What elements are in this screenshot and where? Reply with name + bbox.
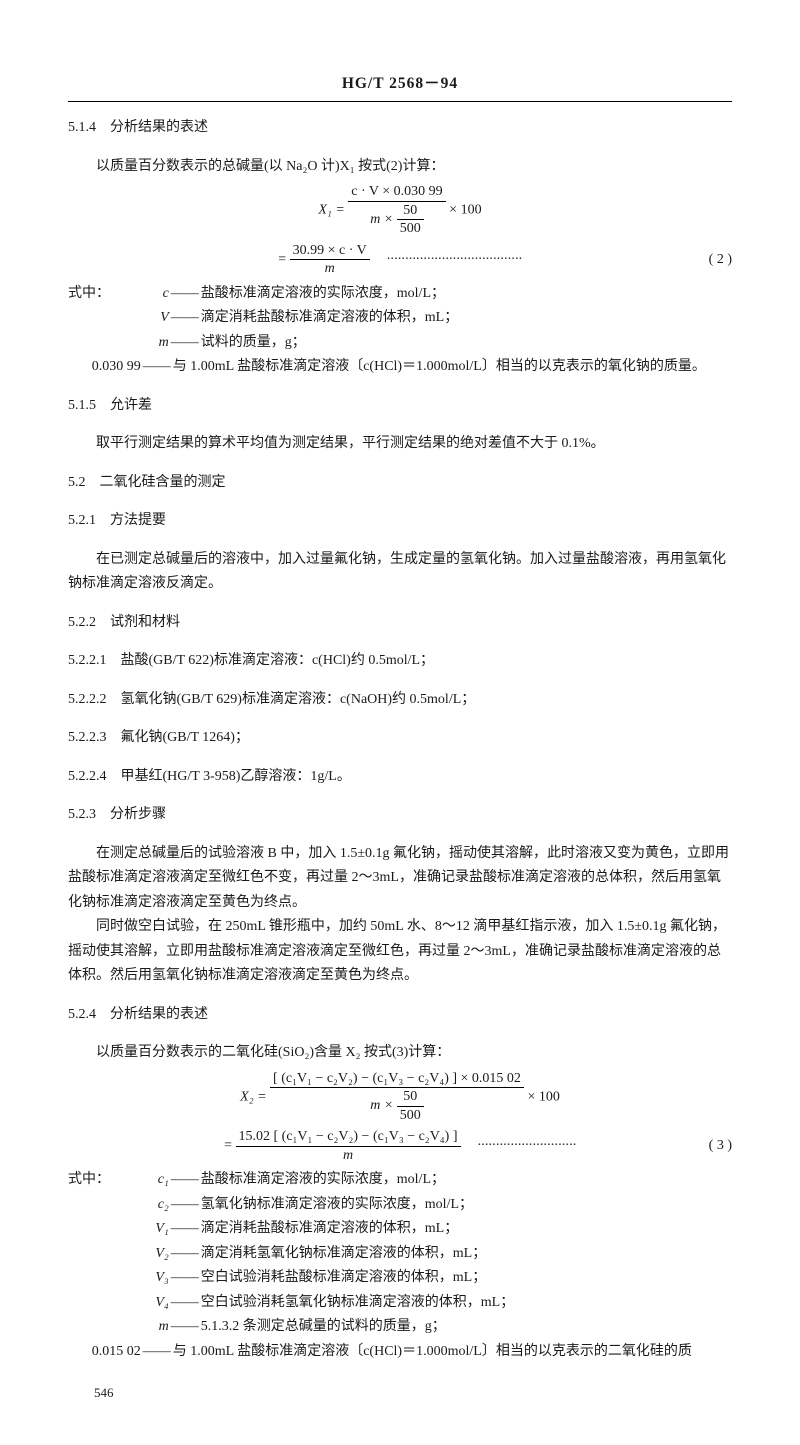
where-sym-const2: 0.015 02 — [68, 1340, 141, 1365]
where-txt-V2: 滴定消耗氢氧化钠标准滴定溶液的体积，mL； — [201, 1242, 732, 1267]
eq2-label: ( 2 ) — [709, 247, 732, 272]
page-number: 546 — [68, 1382, 732, 1405]
eq2-dots: ····································· — [373, 252, 522, 267]
eq3b-lhs: = — [224, 1138, 232, 1153]
eq3-label: ( 3 ) — [709, 1134, 732, 1159]
body-5-2-1: 在已测定总碱量后的溶液中，加入过量氟化钠，生成定量的氢氧化钠。加入过量盐酸溶液，… — [68, 548, 732, 597]
eq3-lhs: X₂ = — [240, 1089, 266, 1104]
where-sym-V1: V₁ — [130, 1217, 169, 1242]
where-txt-V: 滴定消耗盐酸标准滴定溶液的体积，mL； — [201, 306, 732, 331]
where-txt-const1: 与 1.00mL 盐酸标准滴定溶液〔c(HCl)＝1.000mol/L〕相当的以… — [173, 355, 732, 380]
where-sym-V3: V₃ — [130, 1266, 169, 1291]
where-txt-m2: 5.1.3.2 条测定总碱量的试料的质量，g； — [201, 1315, 732, 1340]
heading-5-1-4: 5.1.4 分析结果的表述 — [68, 116, 732, 141]
where-intro-524: 式中： — [68, 1168, 130, 1193]
eq2-lhs: X₁ = — [318, 203, 344, 218]
formula-2-line1: X₁ = c · V × 0.030 99 m × 50 500 × 100 — [68, 183, 732, 238]
heading-5-2-3: 5.2.3 分析步骤 — [68, 803, 732, 828]
lead-5-2-4: 以质量百分数表示的二氧化硅(SiO₂)含量 X₂ 按式(3)计算： — [68, 1041, 732, 1066]
eq3-den-left: m × — [370, 1098, 393, 1113]
lead-5-1-4: 以质量百分数表示的总碱量(以 Na₂O 计)X₁ 按式(2)计算： — [68, 155, 732, 180]
eq2b-num: 30.99 × c · V — [290, 242, 370, 261]
document-page: HG/T 2568－94 5.1.4 分析结果的表述 以质量百分数表示的总碱量(… — [0, 0, 800, 1445]
where-sym-V: V — [130, 306, 169, 331]
standard-header: HG/T 2568－94 — [68, 70, 732, 102]
where-intro-514: 式中： — [68, 282, 130, 307]
where-txt-c1: 盐酸标准滴定溶液的实际浓度，mol/L； — [201, 1168, 732, 1193]
item-5-2-2-3: 5.2.2.3 氟化钠(GB/T 1264)； — [68, 726, 732, 751]
where-sym-V4: V₄ — [130, 1291, 169, 1316]
where-sym-const1: 0.030 99 — [68, 355, 141, 380]
heading-5-2-1: 5.2.1 方法提要 — [68, 509, 732, 534]
eq3-tail: × 100 — [527, 1089, 559, 1104]
where-sym-V2: V₂ — [130, 1242, 169, 1267]
where-txt-m: 试料的质量，g； — [201, 331, 732, 356]
item-5-2-2-4: 5.2.2.4 甲基红(HG/T 3-958)乙醇溶液：1g/L。 — [68, 765, 732, 790]
eq3-dots: ··························· — [464, 1138, 576, 1153]
eq3b-den: m — [236, 1147, 461, 1165]
where-sym-m2: m — [130, 1315, 169, 1340]
eq2-den-inner-num: 50 — [397, 202, 424, 221]
eq2-tail: × 100 — [449, 203, 481, 218]
item-5-2-2-1: 5.2.2.1 盐酸(GB/T 622)标准滴定溶液：c(HCl)约 0.5mo… — [68, 649, 732, 674]
where-txt-const2: 与 1.00mL 盐酸标准滴定溶液〔c(HCl)＝1.000mol/L〕相当的以… — [173, 1340, 732, 1365]
where-sym-c1: c₁ — [130, 1168, 169, 1193]
heading-5-2-2: 5.2.2 试剂和材料 — [68, 611, 732, 636]
eq3b-num: 15.02 [ (c₁V₁ − c₂V₂) − (c₁V₃ − c₂V₄) ] — [236, 1128, 461, 1147]
where-txt-c2: 氢氧化钠标准滴定溶液的实际浓度，mol/L； — [201, 1193, 732, 1218]
item-5-2-2-2: 5.2.2.2 氢氧化钠(GB/T 629)标准滴定溶液：c(NaOH)约 0.… — [68, 688, 732, 713]
where-sym-c: c — [130, 282, 169, 307]
eq2b-den: m — [290, 260, 370, 278]
where-sym-c2: c₂ — [130, 1193, 169, 1218]
formula-3-line1: X₂ = [ (c₁V₁ − c₂V₂) − (c₁V₃ − c₂V₄) ] ×… — [68, 1070, 732, 1125]
body-5-2-3-p2: 同时做空白试验，在 250mL 锥形瓶中，加约 50mL 水、8～12 滴甲基红… — [68, 915, 732, 989]
eq3-den-inner-num: 50 — [397, 1088, 424, 1107]
where-txt-c: 盐酸标准滴定溶液的实际浓度，mol/L； — [201, 282, 732, 307]
eq2-den-inner-den: 500 — [397, 220, 424, 238]
body-5-1-5: 取平行测定结果的算术平均值为测定结果，平行测定结果的绝对差值不大于 0.1%。 — [68, 432, 732, 457]
where-txt-V4: 空白试验消耗氢氧化钠标准滴定溶液的体积，mL； — [201, 1291, 732, 1316]
eq2b-lhs: = — [278, 252, 286, 267]
eq3-num: [ (c₁V₁ − c₂V₂) − (c₁V₃ − c₂V₄) ] × 0.01… — [270, 1070, 524, 1089]
eq2-den-left: m × — [370, 212, 393, 227]
formula-3-line2: = 15.02 [ (c₁V₁ − c₂V₂) − (c₁V₃ − c₂V₄) … — [68, 1128, 732, 1164]
heading-5-2: 5.2 二氧化硅含量的测定 — [68, 471, 732, 496]
heading-5-2-4: 5.2.4 分析结果的表述 — [68, 1003, 732, 1028]
where-block-524: 式中： c₁ —— 盐酸标准滴定溶液的实际浓度，mol/L； c₂ —— 氢氧化… — [68, 1168, 732, 1364]
where-block-514: 式中： c —— 盐酸标准滴定溶液的实际浓度，mol/L； V —— 滴定消耗盐… — [68, 282, 732, 380]
heading-5-1-5: 5.1.5 允许差 — [68, 394, 732, 419]
where-sym-m: m — [130, 331, 169, 356]
where-txt-V1: 滴定消耗盐酸标准滴定溶液的体积，mL； — [201, 1217, 732, 1242]
where-txt-V3: 空白试验消耗盐酸标准滴定溶液的体积，mL； — [201, 1266, 732, 1291]
eq3-den-inner-den: 500 — [397, 1107, 424, 1125]
body-5-2-3-p1: 在测定总碱量后的试验溶液 B 中，加入 1.5±0.1g 氟化钠，摇动使其溶解，… — [68, 842, 732, 916]
formula-2-line2: = 30.99 × c · V m ······················… — [68, 242, 732, 278]
eq2-num: c · V × 0.030 99 — [348, 183, 445, 202]
